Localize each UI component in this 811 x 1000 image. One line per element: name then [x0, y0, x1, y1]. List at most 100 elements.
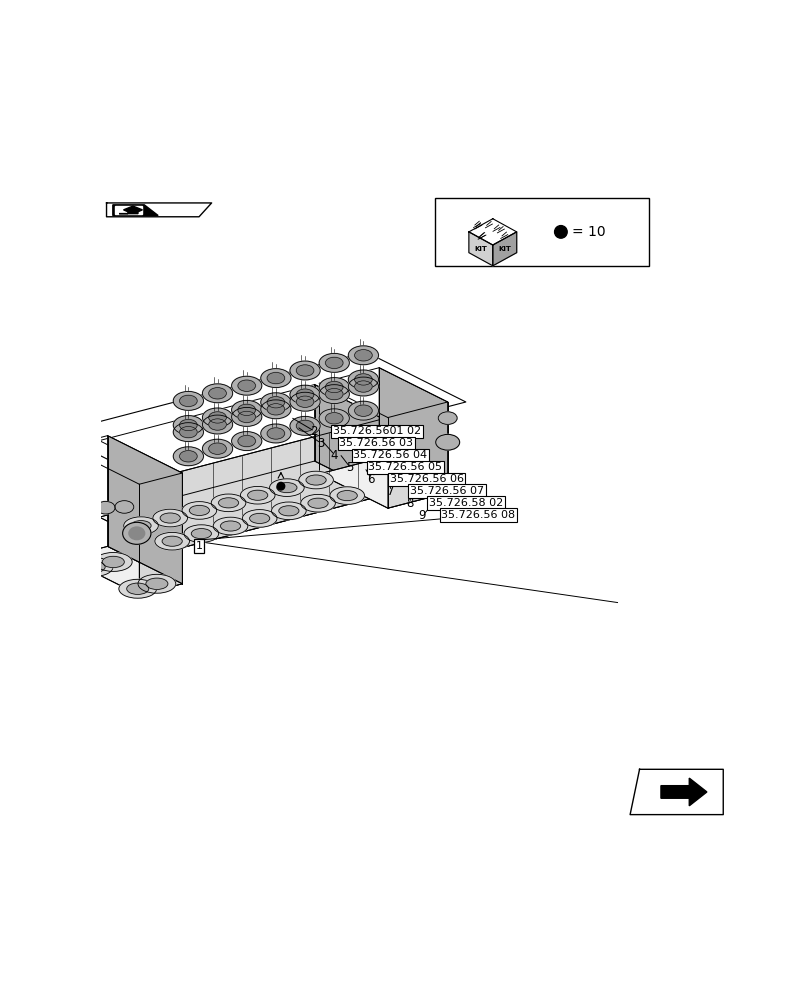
- Text: = 10: = 10: [572, 225, 605, 239]
- Ellipse shape: [213, 517, 247, 535]
- Ellipse shape: [238, 411, 255, 423]
- Ellipse shape: [348, 401, 378, 420]
- Ellipse shape: [146, 578, 168, 589]
- Ellipse shape: [138, 574, 175, 593]
- Ellipse shape: [96, 501, 115, 514]
- Ellipse shape: [438, 412, 457, 424]
- Text: KIT: KIT: [474, 246, 487, 252]
- Ellipse shape: [290, 361, 320, 380]
- Circle shape: [277, 482, 285, 490]
- Text: 35.726.56 07: 35.726.56 07: [410, 486, 483, 496]
- Ellipse shape: [231, 400, 261, 419]
- Ellipse shape: [278, 506, 298, 516]
- Ellipse shape: [211, 494, 246, 512]
- Ellipse shape: [208, 412, 226, 423]
- Ellipse shape: [296, 365, 314, 376]
- Ellipse shape: [354, 381, 371, 392]
- Ellipse shape: [329, 487, 364, 504]
- Text: KIT: KIT: [498, 246, 511, 252]
- Ellipse shape: [296, 420, 314, 432]
- Polygon shape: [388, 402, 447, 508]
- Ellipse shape: [208, 419, 226, 430]
- Ellipse shape: [152, 509, 187, 527]
- Ellipse shape: [354, 374, 371, 385]
- Ellipse shape: [436, 434, 459, 450]
- Ellipse shape: [179, 451, 197, 462]
- Ellipse shape: [160, 513, 180, 523]
- Ellipse shape: [319, 353, 349, 372]
- Text: 8: 8: [406, 497, 413, 510]
- Ellipse shape: [184, 525, 218, 542]
- Ellipse shape: [238, 404, 255, 416]
- Ellipse shape: [173, 416, 204, 434]
- Ellipse shape: [267, 404, 285, 415]
- Text: 5: 5: [345, 461, 353, 474]
- Text: 35.726.56 04: 35.726.56 04: [353, 450, 427, 460]
- Ellipse shape: [290, 416, 320, 435]
- Ellipse shape: [162, 536, 182, 546]
- Text: 4: 4: [330, 449, 337, 462]
- Ellipse shape: [325, 357, 342, 369]
- Ellipse shape: [118, 579, 157, 598]
- Polygon shape: [107, 436, 182, 584]
- Ellipse shape: [354, 405, 371, 416]
- Text: 35.726.58 02: 35.726.58 02: [428, 498, 502, 508]
- Ellipse shape: [179, 426, 197, 438]
- Ellipse shape: [267, 372, 285, 384]
- Ellipse shape: [260, 400, 290, 419]
- Polygon shape: [468, 219, 516, 245]
- Ellipse shape: [300, 494, 335, 512]
- Ellipse shape: [173, 447, 204, 466]
- Ellipse shape: [218, 498, 238, 508]
- Circle shape: [554, 226, 566, 238]
- Ellipse shape: [277, 483, 297, 493]
- Ellipse shape: [260, 424, 290, 443]
- Polygon shape: [314, 385, 383, 495]
- Ellipse shape: [325, 413, 342, 424]
- Ellipse shape: [267, 428, 285, 439]
- Ellipse shape: [208, 443, 226, 454]
- Ellipse shape: [306, 475, 326, 485]
- Ellipse shape: [122, 522, 151, 544]
- Text: 35.726.56 05: 35.726.56 05: [368, 462, 442, 472]
- Text: 3: 3: [316, 437, 324, 450]
- Polygon shape: [660, 778, 706, 806]
- Ellipse shape: [123, 517, 158, 534]
- Ellipse shape: [173, 391, 204, 410]
- Ellipse shape: [298, 471, 333, 489]
- Ellipse shape: [296, 396, 314, 407]
- Ellipse shape: [271, 502, 306, 520]
- Text: 6: 6: [367, 473, 374, 486]
- Ellipse shape: [129, 527, 144, 540]
- Polygon shape: [99, 461, 383, 551]
- Ellipse shape: [307, 498, 328, 508]
- Ellipse shape: [325, 381, 342, 393]
- Polygon shape: [106, 203, 212, 217]
- Ellipse shape: [231, 407, 261, 426]
- Ellipse shape: [208, 388, 226, 399]
- Polygon shape: [319, 458, 447, 508]
- Ellipse shape: [238, 380, 255, 391]
- Ellipse shape: [155, 532, 189, 550]
- Ellipse shape: [290, 385, 320, 404]
- Polygon shape: [168, 419, 383, 551]
- Polygon shape: [139, 473, 182, 595]
- Ellipse shape: [267, 397, 285, 408]
- Ellipse shape: [202, 384, 233, 403]
- Ellipse shape: [249, 513, 269, 523]
- Ellipse shape: [202, 439, 233, 458]
- Ellipse shape: [242, 510, 277, 527]
- Text: 7: 7: [387, 485, 394, 498]
- Ellipse shape: [238, 435, 255, 447]
- Ellipse shape: [247, 490, 268, 500]
- Ellipse shape: [231, 376, 261, 395]
- Ellipse shape: [337, 491, 357, 501]
- Ellipse shape: [319, 385, 349, 404]
- Polygon shape: [468, 232, 492, 266]
- Ellipse shape: [319, 378, 349, 396]
- Ellipse shape: [94, 553, 132, 571]
- Ellipse shape: [77, 502, 97, 515]
- Ellipse shape: [202, 415, 233, 434]
- Ellipse shape: [182, 502, 217, 519]
- Ellipse shape: [102, 556, 124, 568]
